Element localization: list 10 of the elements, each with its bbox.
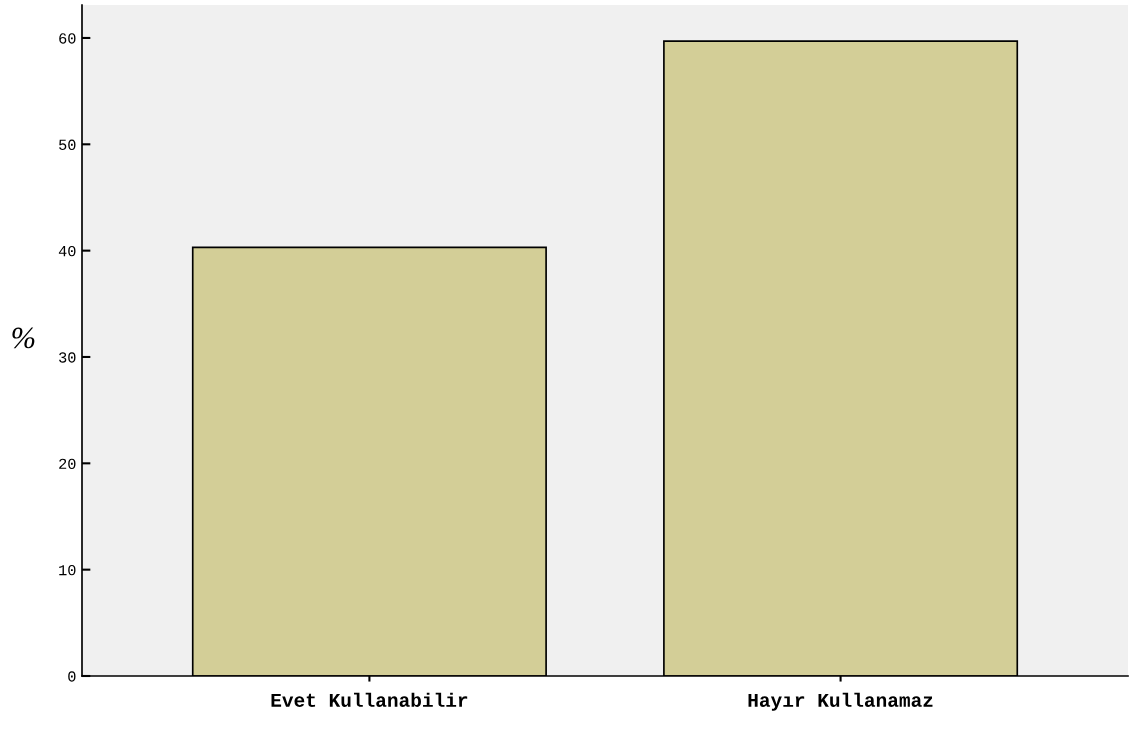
y-tick-label: 10 [59, 564, 76, 576]
y-axis-title: % [12, 327, 35, 349]
y-tick-label: 60 [59, 33, 76, 44]
y-tick-label: 50 [59, 139, 76, 150]
y-tick-label: 40 [58, 245, 76, 257]
y-tick-label: 20 [59, 458, 76, 470]
x-tick-label: Evet Kullanabilir [271, 692, 468, 707]
y-tick-label: 0 [68, 671, 76, 682]
y-tick-label: 30 [59, 352, 76, 363]
x-tick-label: Hayır Kullanamaz [748, 692, 933, 711]
